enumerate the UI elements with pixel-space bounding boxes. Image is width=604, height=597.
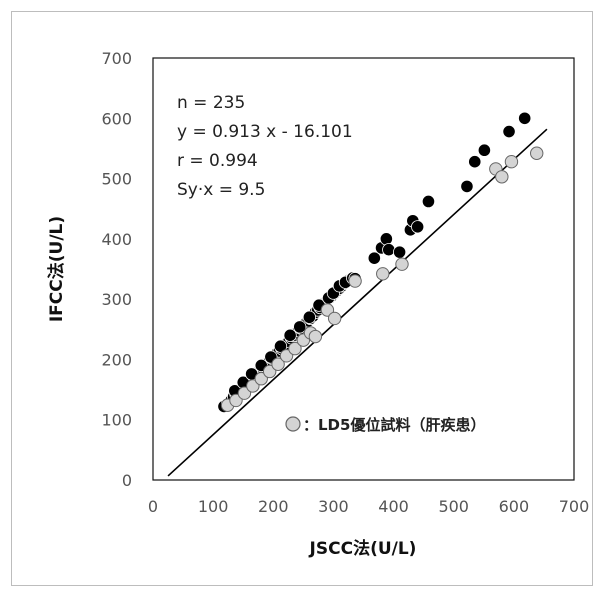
data-point-ld5 [327, 311, 342, 326]
data-point-ld5 [376, 267, 390, 281]
y-tick-label: 400 [101, 230, 132, 249]
data-point-ld5 [237, 386, 252, 400]
stat-annotation: n = 235 [177, 93, 245, 113]
x-tick-label: 0 [148, 497, 158, 516]
data-point [293, 320, 307, 334]
data-point-ld5 [254, 372, 268, 386]
y-axis-ticks: 0 100 200 300 400 500 600 700 [101, 49, 132, 490]
y-axis-title: IFCC法(U/L) [46, 216, 67, 322]
x-tick-label: 200 [258, 497, 289, 516]
regression-line [167, 128, 548, 477]
data-point-ld5 [246, 379, 260, 393]
data-point [468, 155, 482, 169]
data-point-ld5 [229, 393, 243, 408]
data-point [273, 339, 288, 353]
data-point [379, 232, 393, 246]
data-point [382, 243, 396, 257]
x-tick-label: 100 [198, 497, 229, 516]
y-tick-label: 100 [101, 411, 132, 430]
y-tick-label: 200 [101, 350, 132, 369]
y-tick-label: 300 [101, 290, 132, 309]
data-point-ld5 [262, 364, 277, 379]
data-point [421, 194, 436, 209]
data-point-ld5 [271, 357, 285, 371]
data-point-ld5 [530, 146, 544, 160]
x-axis-ticks: 0 100 200 300 400 500 600 700 [148, 497, 589, 516]
data-point [518, 111, 532, 125]
stat-annotation: y = 0.913 x - 16.101 [177, 122, 353, 142]
data-points [217, 111, 544, 414]
x-tick-label: 500 [438, 497, 469, 516]
x-tick-label: 600 [499, 497, 530, 516]
data-point-ld5 [348, 274, 362, 288]
data-point-ld5 [320, 303, 335, 317]
x-tick-label: 300 [318, 497, 349, 516]
data-point-ld5 [279, 349, 294, 363]
x-axis-title: JSCC法(U/L) [309, 538, 417, 559]
stat-annotation: Sy·x = 9.5 [177, 180, 265, 200]
legend-marker-ld5 [285, 416, 301, 432]
data-point [392, 245, 407, 259]
data-point-ld5 [288, 341, 302, 356]
data-point [460, 179, 474, 194]
statistics-annotations: n = 235 y = 0.913 x - 16.101 r = 0.994 Sy·x… [177, 93, 353, 200]
data-point [502, 124, 516, 139]
chart-frame [11, 11, 593, 586]
legend-label: ：LD5優位試料（肝疾患） [303, 416, 485, 434]
data-point-ld5 [504, 154, 519, 169]
data-point-ld5 [308, 329, 323, 344]
legend: ：LD5優位試料（肝疾患） [285, 416, 485, 434]
data-point [283, 328, 297, 342]
data-point [411, 220, 425, 234]
data-point [367, 251, 381, 265]
data-point [477, 143, 491, 157]
y-tick-label: 0 [122, 471, 132, 490]
data-point [302, 310, 316, 324]
stat-annotation: r = 0.994 [177, 151, 258, 171]
data-point-ld5 [395, 257, 409, 271]
x-tick-label: 700 [559, 497, 590, 516]
y-tick-label: 500 [101, 170, 132, 189]
x-tick-label: 400 [378, 497, 409, 516]
y-tick-label: 600 [101, 109, 132, 128]
data-point-ld5 [495, 170, 509, 184]
y-tick-label: 700 [101, 49, 132, 68]
